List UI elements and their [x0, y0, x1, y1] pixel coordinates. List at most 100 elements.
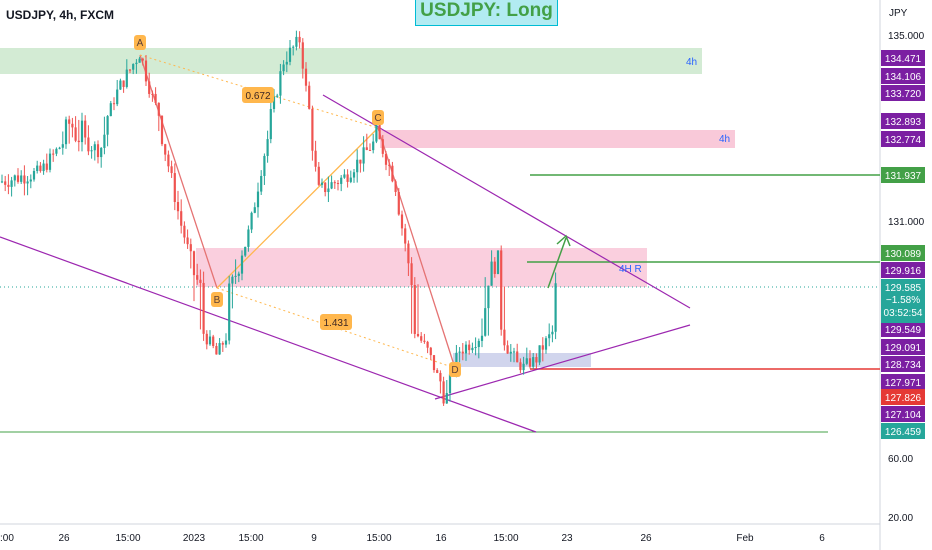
candle-body — [416, 333, 420, 337]
candle-body — [384, 153, 388, 165]
channel-upper-line — [322, 94, 691, 309]
candle-body — [48, 153, 52, 170]
candle-body — [445, 393, 448, 404]
candle-body — [26, 181, 29, 184]
candle-body — [474, 347, 477, 349]
candle-body — [544, 338, 548, 350]
candle-body — [160, 115, 164, 145]
current-price-countdown: 03:52:54 — [884, 308, 923, 319]
candle-body — [500, 250, 503, 330]
candle-body — [52, 153, 55, 155]
price-badge-label: 126.459 — [885, 427, 922, 438]
candle-body — [551, 331, 554, 335]
candle-body — [372, 141, 375, 151]
candle-body — [192, 251, 196, 276]
candle-body — [464, 344, 468, 354]
candle-body — [528, 358, 532, 367]
candle-body — [298, 36, 301, 43]
time-axis-tick: 26 — [58, 533, 70, 544]
candle-body — [132, 64, 135, 70]
candle-body — [554, 283, 557, 332]
time-axis-tick: 15:00 — [366, 533, 391, 544]
candle-body — [80, 120, 84, 143]
current-price-block — [881, 279, 925, 323]
candle-body — [170, 166, 173, 174]
candle-body — [288, 47, 292, 62]
pattern-point-label: C — [374, 113, 381, 124]
price-axis-tick: 131.000 — [888, 217, 925, 228]
price-badge-label: 127.104 — [885, 410, 922, 421]
candle-body — [461, 351, 464, 354]
candle-body — [295, 36, 298, 47]
candle-body — [93, 144, 96, 151]
candle-body — [55, 148, 58, 154]
price-badge-label: 132.774 — [885, 135, 922, 146]
candle-body — [109, 103, 112, 117]
pattern-ratio-label: 0.672 — [245, 91, 270, 102]
candle-body — [231, 276, 234, 284]
candle-body — [304, 68, 308, 86]
candle-body — [484, 308, 487, 336]
candle-body — [394, 181, 397, 192]
candle-body — [404, 228, 407, 244]
candle-body — [148, 81, 151, 94]
candle-body — [509, 351, 512, 354]
pattern-point-label: B — [214, 295, 221, 306]
projection-arrow-line — [547, 237, 567, 289]
price-badge — [881, 113, 925, 129]
pattern-leg-bc — [216, 127, 379, 289]
candle-body — [400, 214, 404, 229]
candle-body — [368, 149, 372, 151]
candle-body — [135, 62, 138, 65]
candle-body — [490, 261, 493, 286]
candle-body — [340, 177, 343, 184]
candle-body — [189, 244, 192, 252]
candle-body — [138, 58, 141, 63]
candle-body — [164, 144, 167, 155]
candle-body — [375, 120, 378, 142]
candle-body — [20, 175, 23, 182]
candle-body — [10, 180, 13, 187]
candle-body — [29, 179, 32, 182]
pattern-point-badge — [134, 35, 146, 50]
candle-body — [16, 175, 20, 182]
zone-supply-4h-red — [380, 130, 735, 148]
time-axis-tick: 9 — [311, 533, 317, 544]
candle-body — [77, 140, 80, 143]
price-badge — [881, 423, 925, 439]
price-badge-label: 127.826 — [885, 393, 922, 404]
candle-body — [224, 340, 228, 345]
price-axis-tick: 60.00 — [888, 454, 913, 465]
candle-body — [381, 139, 384, 154]
candle-body — [116, 89, 119, 105]
candle-body — [260, 175, 263, 192]
candle-body — [196, 275, 199, 280]
candle-body — [525, 358, 528, 364]
candle-body — [199, 279, 202, 283]
candle-body — [90, 150, 93, 152]
zone-label: 4h — [719, 134, 730, 145]
candle-body — [503, 329, 506, 346]
candle-body — [538, 345, 541, 363]
candle-body — [282, 64, 285, 72]
candle-body — [202, 282, 205, 334]
price-axis-tick: 20.00 — [888, 513, 913, 524]
candle-body — [64, 119, 68, 145]
candle-body — [240, 255, 244, 274]
candle-body — [512, 351, 516, 353]
candle-body — [0, 181, 4, 183]
time-axis-tick: 15:00 — [115, 533, 140, 544]
price-badge-label: 131.937 — [885, 171, 922, 182]
candle-body — [311, 108, 314, 151]
candle-body — [68, 119, 71, 124]
zone-label: 4H R — [619, 264, 642, 275]
price-badge — [881, 406, 925, 422]
price-badge-label: 129.549 — [885, 325, 922, 336]
candle-body — [45, 163, 48, 170]
candle-body — [356, 159, 359, 173]
candle-body — [352, 172, 356, 178]
price-badge-label: 134.471 — [885, 54, 922, 65]
price-badge-label: 128.734 — [885, 360, 922, 371]
candle-body — [468, 344, 471, 351]
